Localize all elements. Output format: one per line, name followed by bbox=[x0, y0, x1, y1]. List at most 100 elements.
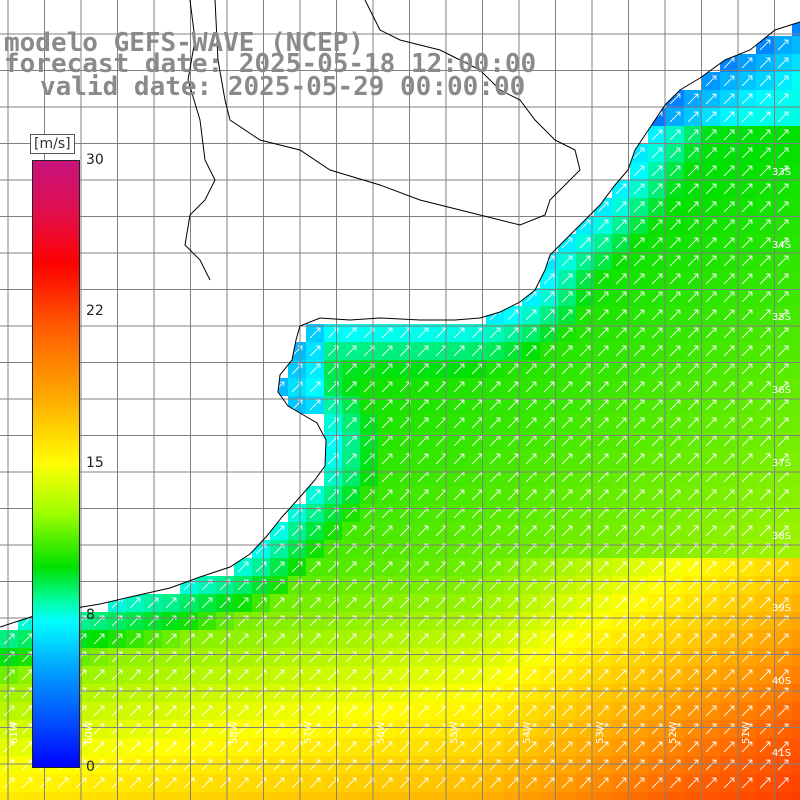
wind-arrow bbox=[759, 291, 771, 303]
wind-arrow bbox=[615, 777, 627, 789]
wind-arrow bbox=[417, 399, 429, 411]
wind-arrow bbox=[633, 417, 645, 429]
wind-arrow bbox=[777, 777, 789, 789]
wind-arrow bbox=[597, 237, 609, 249]
wind-arrow bbox=[777, 219, 789, 231]
wind-arrow bbox=[309, 759, 321, 771]
wind-cell bbox=[792, 450, 800, 468]
wind-arrow bbox=[651, 147, 663, 159]
wind-arrow bbox=[183, 669, 195, 681]
wind-arrow bbox=[651, 183, 663, 195]
wind-arrow bbox=[597, 741, 609, 753]
wind-arrow bbox=[453, 777, 465, 789]
wind-arrow bbox=[615, 453, 627, 465]
wind-cell bbox=[792, 540, 800, 558]
wind-arrow bbox=[309, 543, 321, 555]
wind-cell bbox=[792, 576, 800, 594]
wind-arrow bbox=[381, 345, 393, 357]
wind-arrow bbox=[183, 759, 195, 771]
wind-arrow bbox=[309, 399, 321, 411]
wind-cell bbox=[792, 774, 800, 792]
wind-arrow bbox=[669, 273, 681, 285]
wind-arrow bbox=[561, 723, 573, 735]
wind-arrow bbox=[723, 705, 735, 717]
wind-arrow bbox=[723, 111, 735, 123]
wind-cell bbox=[414, 792, 432, 800]
wind-arrow bbox=[759, 543, 771, 555]
lon-label: 56W bbox=[376, 721, 387, 744]
wind-arrow bbox=[453, 723, 465, 735]
land-area bbox=[0, 0, 800, 627]
wind-arrow bbox=[453, 633, 465, 645]
wind-arrow bbox=[561, 435, 573, 447]
wind-arrow bbox=[723, 723, 735, 735]
wind-arrow bbox=[453, 345, 465, 357]
wind-arrow bbox=[507, 327, 519, 339]
wind-arrow bbox=[669, 561, 681, 573]
wind-arrow bbox=[705, 543, 717, 555]
wind-arrow bbox=[165, 777, 177, 789]
wind-arrow bbox=[579, 327, 591, 339]
wind-arrow bbox=[543, 327, 555, 339]
wind-arrow bbox=[309, 597, 321, 609]
wind-arrow bbox=[687, 417, 699, 429]
wind-arrow bbox=[651, 633, 663, 645]
wind-cell bbox=[792, 792, 800, 800]
wind-arrow bbox=[777, 255, 789, 267]
wind-arrow bbox=[309, 705, 321, 717]
wind-arrow bbox=[471, 327, 483, 339]
wind-arrow bbox=[759, 705, 771, 717]
wind-arrow bbox=[381, 597, 393, 609]
wind-arrow bbox=[633, 597, 645, 609]
wind-arrow bbox=[633, 489, 645, 501]
wind-arrow bbox=[633, 399, 645, 411]
wind-arrow bbox=[687, 363, 699, 375]
wind-cell bbox=[792, 522, 800, 540]
wind-arrow bbox=[345, 435, 357, 447]
wind-arrow bbox=[723, 435, 735, 447]
wind-arrow bbox=[669, 489, 681, 501]
wind-arrow bbox=[417, 381, 429, 393]
wind-arrow bbox=[561, 777, 573, 789]
wind-arrow bbox=[759, 273, 771, 285]
wind-arrow bbox=[579, 525, 591, 537]
wind-arrow bbox=[507, 633, 519, 645]
wind-arrow bbox=[507, 363, 519, 375]
wind-arrow bbox=[633, 219, 645, 231]
wind-arrow bbox=[723, 291, 735, 303]
wind-arrow bbox=[507, 309, 519, 321]
wind-arrow bbox=[669, 291, 681, 303]
wind-arrow bbox=[633, 327, 645, 339]
wind-arrow bbox=[741, 543, 753, 555]
wind-arrow bbox=[561, 417, 573, 429]
wind-arrow bbox=[615, 273, 627, 285]
coastline-line bbox=[0, 21, 800, 628]
lat-label: 33S bbox=[772, 167, 792, 178]
wind-arrow bbox=[273, 561, 285, 573]
wind-arrow bbox=[363, 489, 375, 501]
wind-arrow bbox=[597, 777, 609, 789]
land-mask bbox=[0, 0, 800, 627]
wind-arrow bbox=[741, 777, 753, 789]
wind-arrow bbox=[471, 435, 483, 447]
wind-arrow bbox=[561, 363, 573, 375]
wind-arrow bbox=[147, 723, 159, 735]
wind-arrow bbox=[453, 327, 465, 339]
wind-arrow bbox=[453, 417, 465, 429]
wind-arrow bbox=[777, 57, 789, 69]
wind-arrow bbox=[723, 777, 735, 789]
wind-arrow bbox=[741, 381, 753, 393]
wind-arrow bbox=[309, 327, 321, 339]
wind-arrow bbox=[777, 759, 789, 771]
wind-arrow bbox=[615, 201, 627, 213]
wind-arrow bbox=[741, 399, 753, 411]
lon-label: 57W bbox=[303, 721, 314, 744]
wind-arrow bbox=[777, 453, 789, 465]
wind-arrow bbox=[507, 723, 519, 735]
wind-arrow bbox=[651, 435, 663, 447]
wind-arrow bbox=[525, 489, 537, 501]
wind-arrow bbox=[183, 633, 195, 645]
border-line bbox=[214, 0, 581, 226]
wind-arrow bbox=[651, 759, 663, 771]
wind-arrow bbox=[759, 183, 771, 195]
